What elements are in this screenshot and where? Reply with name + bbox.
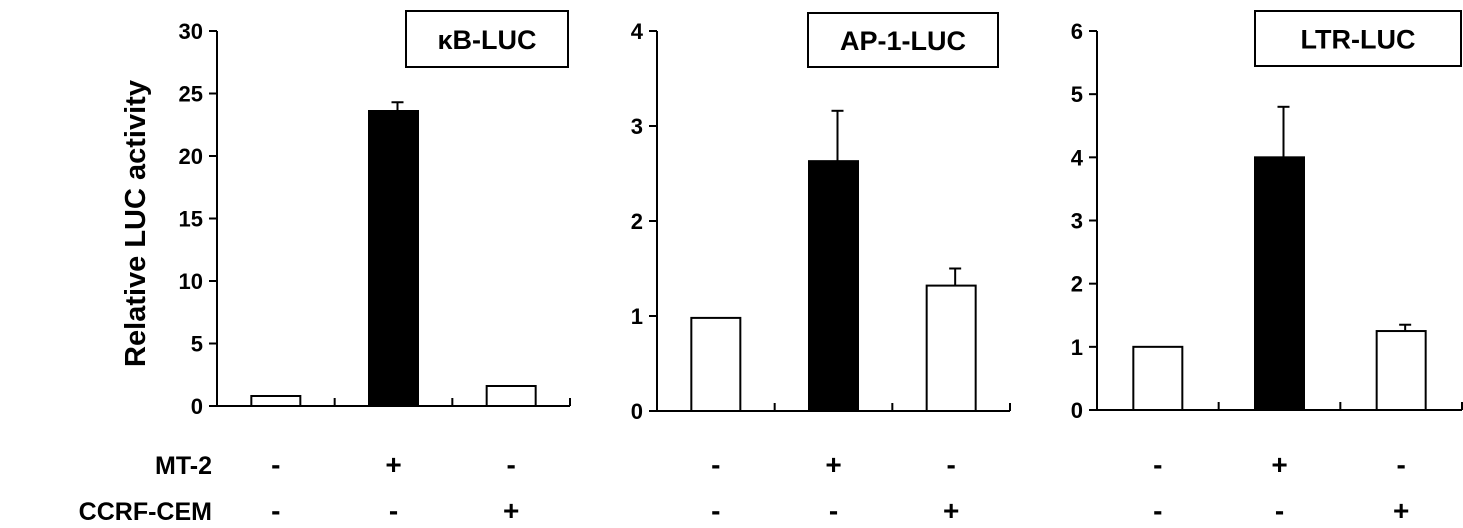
condition-value: - xyxy=(711,495,720,526)
condition-row-1: MT-2 - + - - + - - + - xyxy=(155,449,1406,480)
condition-value: + xyxy=(385,449,401,480)
y-tick-label: 4 xyxy=(631,19,644,44)
condition-value: - xyxy=(271,449,280,480)
y-tick-label: 0 xyxy=(191,394,203,419)
condition-value: + xyxy=(943,495,959,526)
chart-panel-1: 0 5 10 15 20 25 30 κB-LUC Relative LUC activity xyxy=(120,10,571,419)
conditions-layer: MT-2 - + - - + - - + - CCRF-CEM - - + - - + - - + xyxy=(79,449,1410,526)
condition-value: - xyxy=(389,495,398,526)
bar-2 xyxy=(1254,156,1305,411)
chart-panel-2: 0 1 2 3 4 AP-1-LUC xyxy=(631,12,1011,424)
y-tick-label: 2 xyxy=(1071,272,1083,297)
title-box xyxy=(807,12,999,68)
condition-label: MT-2 xyxy=(155,452,212,480)
title-box xyxy=(405,10,569,68)
y-tick-label: 2 xyxy=(631,209,643,234)
y-tick-label: 5 xyxy=(1071,82,1083,107)
y-tick-label: 1 xyxy=(631,304,643,329)
y-tick-label: 5 xyxy=(191,332,203,357)
condition-value: + xyxy=(1271,449,1287,480)
condition-value: + xyxy=(825,449,841,480)
condition-value: - xyxy=(1153,449,1162,480)
condition-value: - xyxy=(507,449,516,480)
y-tick-label: 25 xyxy=(179,82,203,107)
condition-value: - xyxy=(271,495,280,526)
title-box xyxy=(1254,10,1462,67)
chart-title: κB-LUC xyxy=(437,25,536,55)
y-tick-label: 30 xyxy=(179,19,203,44)
condition-value: - xyxy=(829,495,838,526)
y-tick-label: 0 xyxy=(1071,398,1083,423)
y-tick-label: 0 xyxy=(631,399,643,424)
y-tick-label: 6 xyxy=(1071,19,1083,44)
y-tick-label: 3 xyxy=(1071,209,1083,234)
bar-1 xyxy=(690,316,742,412)
bar-1 xyxy=(250,395,302,407)
condition-value: - xyxy=(1275,495,1284,526)
chart-title: AP-1-LUC xyxy=(840,26,966,56)
bar-2 xyxy=(368,110,419,407)
bar-1 xyxy=(1132,345,1184,412)
y-tick-label: 1 xyxy=(1071,335,1083,360)
condition-label: CCRF-CEM xyxy=(79,498,212,526)
chart-panel-3: 0 1 2 3 4 5 6 LTR-LUC xyxy=(1071,10,1463,423)
bar-3 xyxy=(485,385,537,407)
condition-value: - xyxy=(1153,495,1162,526)
y-tick-label: 10 xyxy=(179,269,203,294)
bar-2 xyxy=(808,160,859,412)
bar-3 xyxy=(925,284,977,413)
y-axis-label: Relative LUC activity xyxy=(120,80,152,367)
condition-value: - xyxy=(947,449,956,480)
y-tick-label: 15 xyxy=(179,207,203,232)
condition-value: + xyxy=(1393,495,1409,526)
y-tick-label: 20 xyxy=(179,144,203,169)
y-tick-label: 4 xyxy=(1071,145,1084,170)
condition-value: - xyxy=(711,449,720,480)
condition-value: + xyxy=(503,495,519,526)
y-tick-label: 3 xyxy=(631,114,643,139)
chart-title: LTR-LUC xyxy=(1301,25,1416,55)
condition-value: - xyxy=(1397,449,1406,480)
bar-3 xyxy=(1375,330,1427,411)
condition-row-2: CCRF-CEM - - + - - + - - + xyxy=(79,495,1410,526)
